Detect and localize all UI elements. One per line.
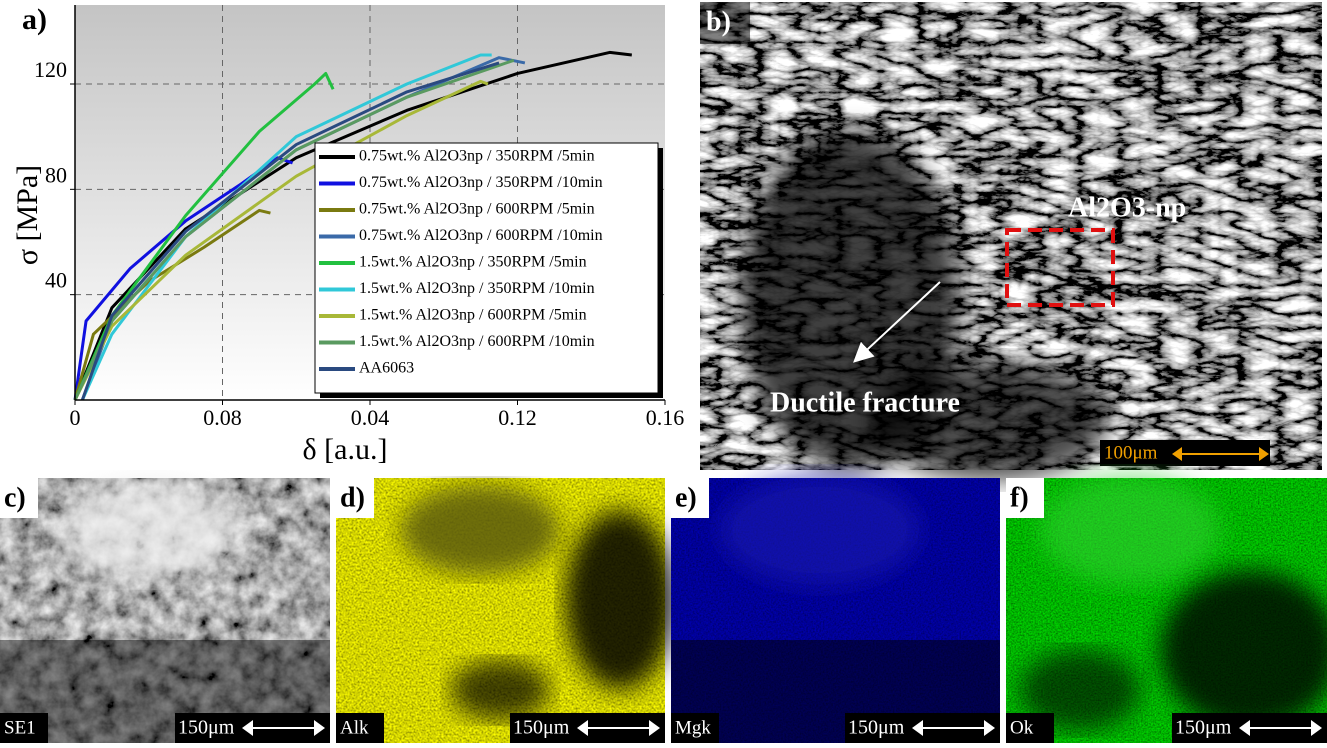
element-label: SE1 [4, 717, 36, 738]
region [450, 660, 550, 720]
y-axis-label: σ [MPa] [11, 165, 44, 265]
legend-label: 1.5wt.% Al2O3np / 600RPM /5min [359, 307, 587, 324]
panel-label: f) [1010, 482, 1029, 513]
y-tick-label: 120 [34, 57, 67, 82]
panel-label: a) [22, 3, 47, 36]
fracture-label: Ductile fracture [770, 387, 960, 418]
eds-panels: c) SE1 150μm d) Alk 150μm e) Mgk 150μm f) Ok 150μm [0, 475, 1327, 743]
legend-label: 0.75wt.% Al2O3np / 350RPM /10min [359, 174, 603, 191]
panel-label: c) [4, 482, 26, 513]
panel-label: e) [675, 482, 697, 513]
region [565, 510, 675, 690]
chart-panel: 0 0.08 0.04 0.12 0.16 40 80 120 a) δ [a.u.] σ [… [11, 3, 684, 466]
map-f [1006, 475, 1327, 743]
panel-label: d) [340, 482, 365, 513]
panel-label: b) [706, 6, 731, 37]
map-e [671, 475, 1000, 743]
legend-label: 1.5wt.% Al2O3np / 600RPM /10min [359, 333, 595, 350]
scale-bar-label: 150μm [848, 717, 905, 739]
y-tick-label: 80 [45, 162, 67, 187]
element-label: Mgk [675, 717, 711, 738]
map-c [0, 478, 330, 743]
x-axis-label: δ [a.u.] [303, 433, 388, 466]
shadow [870, 360, 1110, 480]
legend-label: 1.5wt.% Al2O3np / 350RPM /10min [359, 280, 595, 297]
x-tick-label: 0.12 [498, 405, 537, 430]
legend-label: 0.75wt.% Al2O3np / 600RPM /10min [359, 227, 603, 244]
sem-panel: b) Al2O3-np Ductile fracture 100μm [700, 2, 1322, 480]
element-label: Alk [340, 717, 369, 738]
scale-bar-label: 150μm [178, 717, 235, 739]
particle-label: Al2O3-np [1068, 192, 1186, 223]
figure: 0 0.08 0.04 0.12 0.16 40 80 120 a) δ [a.u.] σ [… [0, 0, 1327, 743]
legend-label: 0.75wt.% Al2O3np / 350RPM /5min [359, 148, 595, 165]
region [720, 475, 920, 585]
legend-label: 1.5wt.% Al2O3np / 350RPM /5min [359, 254, 587, 271]
y-tick-label: 40 [45, 268, 67, 293]
scale-bar-label: 150μm [513, 717, 570, 739]
legend-label: 0.75wt.% Al2O3np / 600RPM /5min [359, 201, 595, 218]
scale-bar-label: 100μm [1104, 442, 1158, 463]
x-tick-label: 0.08 [203, 405, 242, 430]
map-d [336, 478, 675, 743]
region [400, 485, 560, 575]
x-tick-label: 0.04 [351, 405, 390, 430]
x-tick-label: 0 [70, 405, 81, 430]
bright-region [60, 480, 240, 580]
x-tick-label: 0.16 [646, 405, 685, 430]
scale-bar-label: 150μm [1175, 717, 1232, 739]
element-label: Ok [1010, 717, 1034, 738]
region [1040, 475, 1220, 585]
legend-label: AA6063 [359, 360, 414, 377]
